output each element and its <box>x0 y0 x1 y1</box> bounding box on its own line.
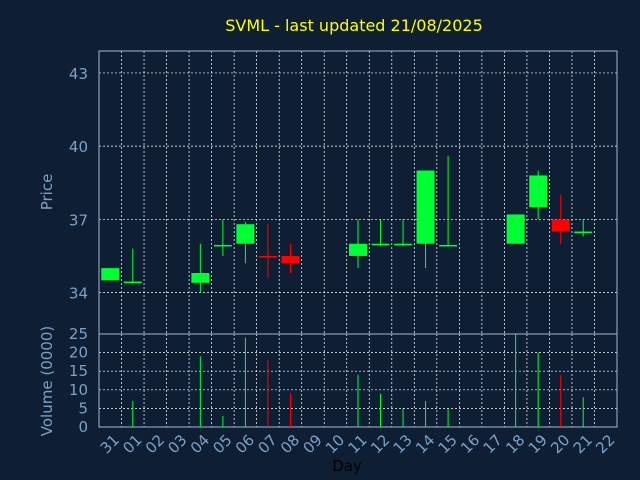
x-axis-label: Day <box>332 457 362 475</box>
candle-body <box>213 244 232 247</box>
volume-tick-label: 5 <box>78 399 88 417</box>
volume-panel: 0510152025310102030405060708091011121314… <box>69 325 619 457</box>
price-tick-label: 43 <box>69 65 88 83</box>
candle-body <box>348 243 368 256</box>
price-axis-label: Price <box>38 174 56 211</box>
chart-title: SVML - last updated 21/08/2025 <box>225 16 483 35</box>
price-tick-label: 40 <box>69 138 88 156</box>
price-tick-label: 37 <box>69 211 88 229</box>
candle-body <box>258 255 277 258</box>
candle-body <box>123 281 142 284</box>
candle-body <box>506 214 525 244</box>
price-panel: 34 37 40 43 <box>69 50 618 335</box>
volume-tick-label: 10 <box>69 381 88 399</box>
candle-body <box>416 170 435 244</box>
volume-axis-label: Volume (0000) <box>38 326 56 436</box>
x-tick-label: 22 <box>592 431 618 457</box>
volume-tick-label: 20 <box>69 344 88 362</box>
candle-body <box>236 224 255 244</box>
volume-tick-label: 25 <box>69 325 88 343</box>
candle-body <box>371 243 390 246</box>
price-tick-label: 34 <box>69 285 88 303</box>
candle-body <box>281 255 300 264</box>
candle-body <box>101 268 120 281</box>
volume-tick-label: 0 <box>78 418 88 436</box>
candle-body <box>439 244 458 247</box>
candle-body <box>394 243 413 246</box>
candle-body <box>574 231 593 234</box>
candle-body <box>191 273 210 283</box>
candle-body <box>529 175 548 208</box>
volume-tick-label: 15 <box>69 362 88 380</box>
candle-body <box>551 219 570 232</box>
